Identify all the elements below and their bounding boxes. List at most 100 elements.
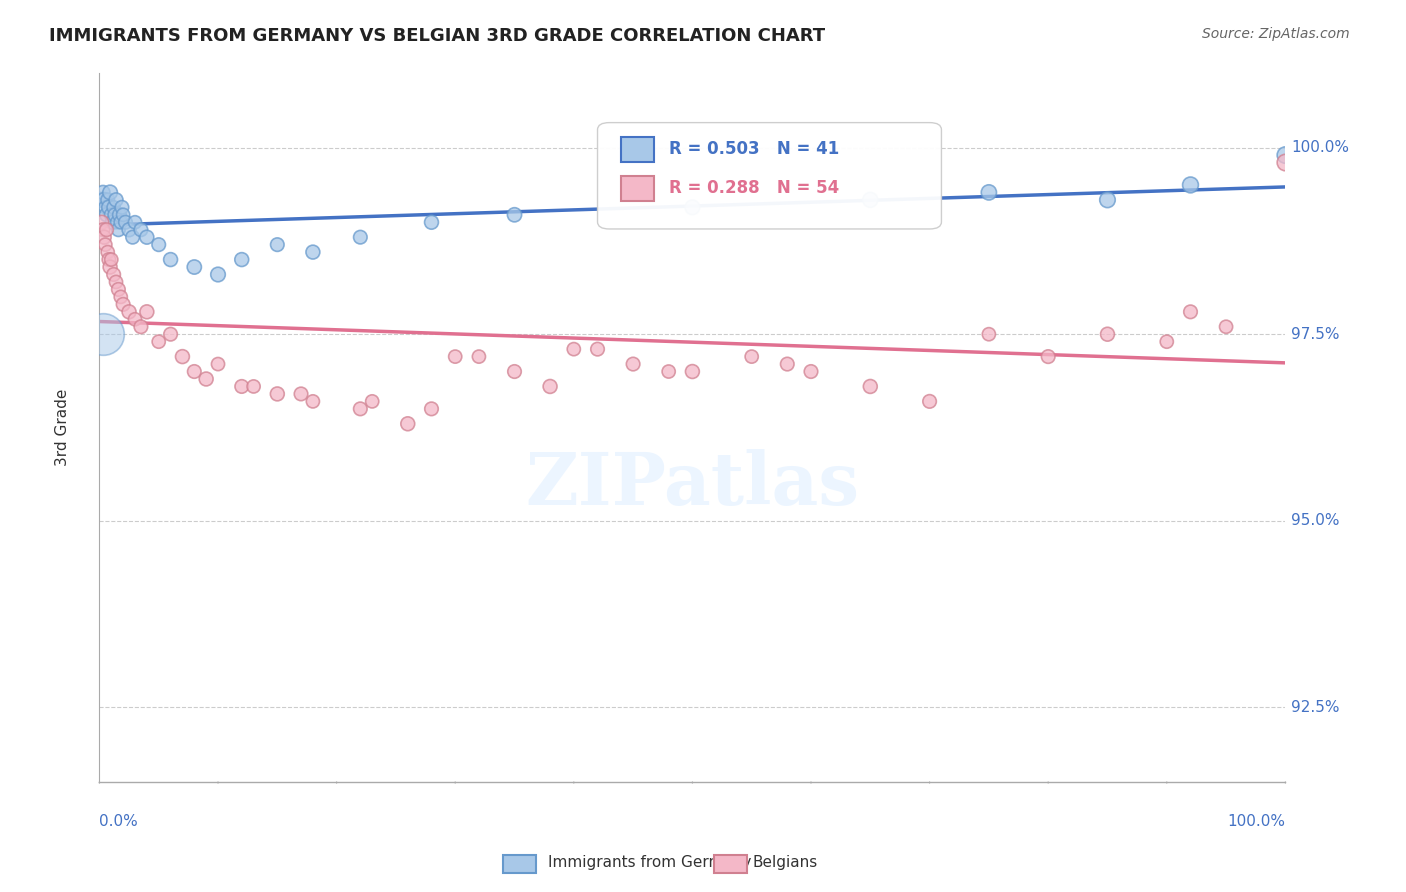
Point	[97, 245, 120, 260]
Point	[111, 200, 134, 214]
Text: 0.0%: 0.0%	[100, 814, 138, 829]
Point	[148, 237, 170, 252]
Point	[266, 387, 288, 401]
Point	[503, 365, 526, 379]
FancyBboxPatch shape	[621, 176, 654, 201]
Point	[183, 365, 205, 379]
Point	[103, 200, 125, 214]
Point	[124, 215, 146, 229]
Point	[658, 365, 681, 379]
Point	[266, 237, 288, 252]
Point	[207, 357, 229, 371]
Point	[110, 290, 132, 304]
FancyBboxPatch shape	[621, 136, 654, 161]
Point	[977, 327, 1000, 342]
Point	[741, 350, 763, 364]
Point	[112, 208, 135, 222]
Point	[468, 350, 491, 364]
Text: 92.5%: 92.5%	[1291, 700, 1340, 714]
Point	[129, 223, 152, 237]
Point	[538, 379, 561, 393]
Text: IMMIGRANTS FROM GERMANY VS BELGIAN 3RD GRADE CORRELATION CHART: IMMIGRANTS FROM GERMANY VS BELGIAN 3RD G…	[49, 27, 825, 45]
Point	[96, 223, 118, 237]
Point	[112, 297, 135, 311]
Point	[859, 379, 882, 393]
Point	[195, 372, 218, 386]
Text: R = 0.288   N = 54: R = 0.288 N = 54	[669, 179, 839, 197]
Point	[302, 394, 325, 409]
Point	[207, 268, 229, 282]
Point	[396, 417, 419, 431]
Point	[135, 305, 157, 319]
Text: 95.0%: 95.0%	[1291, 513, 1340, 528]
Point	[101, 215, 124, 229]
Point	[1097, 327, 1119, 342]
Point	[104, 208, 127, 222]
Point	[172, 350, 194, 364]
Point	[93, 193, 115, 207]
Point	[98, 186, 121, 200]
Point	[444, 350, 467, 364]
Point	[98, 260, 121, 274]
Point	[242, 379, 264, 393]
Point	[110, 215, 132, 229]
Point	[96, 208, 118, 222]
Point	[776, 357, 799, 371]
Point	[1274, 148, 1296, 162]
Point	[148, 334, 170, 349]
Point	[1180, 305, 1202, 319]
Text: 100.0%: 100.0%	[1227, 814, 1285, 829]
Point	[118, 305, 141, 319]
Point	[420, 215, 443, 229]
Point	[135, 230, 157, 244]
Point	[231, 252, 253, 267]
FancyBboxPatch shape	[598, 122, 942, 229]
Point	[159, 252, 181, 267]
Text: ZIPatlas: ZIPatlas	[526, 449, 859, 520]
Point	[94, 200, 117, 214]
Point	[91, 223, 114, 237]
Point	[302, 245, 325, 260]
Point	[681, 365, 703, 379]
Text: Belgians: Belgians	[752, 855, 817, 870]
Point	[859, 193, 882, 207]
Point	[114, 215, 136, 229]
Point	[97, 252, 120, 267]
Point	[97, 193, 120, 207]
Point	[1180, 178, 1202, 192]
Point	[1156, 334, 1178, 349]
Point	[107, 223, 129, 237]
Point	[159, 327, 181, 342]
Point	[1097, 193, 1119, 207]
Point	[183, 260, 205, 274]
Point	[681, 200, 703, 214]
Point	[108, 208, 131, 222]
Text: 97.5%: 97.5%	[1291, 326, 1340, 342]
Point	[420, 401, 443, 416]
Point	[977, 186, 1000, 200]
Point	[800, 365, 823, 379]
Point	[107, 282, 129, 296]
Point	[503, 208, 526, 222]
Point	[91, 186, 114, 200]
Point	[121, 230, 143, 244]
Point	[1274, 155, 1296, 169]
Point	[105, 193, 128, 207]
Point	[105, 215, 128, 229]
Point	[90, 193, 112, 207]
Text: Source: ZipAtlas.com: Source: ZipAtlas.com	[1202, 27, 1350, 41]
Text: 3rd Grade: 3rd Grade	[55, 389, 70, 467]
Text: R = 0.503   N = 41: R = 0.503 N = 41	[669, 140, 839, 158]
Point	[100, 252, 122, 267]
Point	[621, 357, 644, 371]
Point	[100, 208, 122, 222]
Point	[1038, 350, 1060, 364]
Point	[91, 327, 114, 342]
Point	[349, 401, 371, 416]
Text: 100.0%: 100.0%	[1291, 140, 1350, 155]
Text: Immigrants from Germany: Immigrants from Germany	[548, 855, 752, 870]
Point	[118, 223, 141, 237]
Point	[562, 342, 585, 356]
Point	[103, 268, 125, 282]
Point	[918, 394, 941, 409]
